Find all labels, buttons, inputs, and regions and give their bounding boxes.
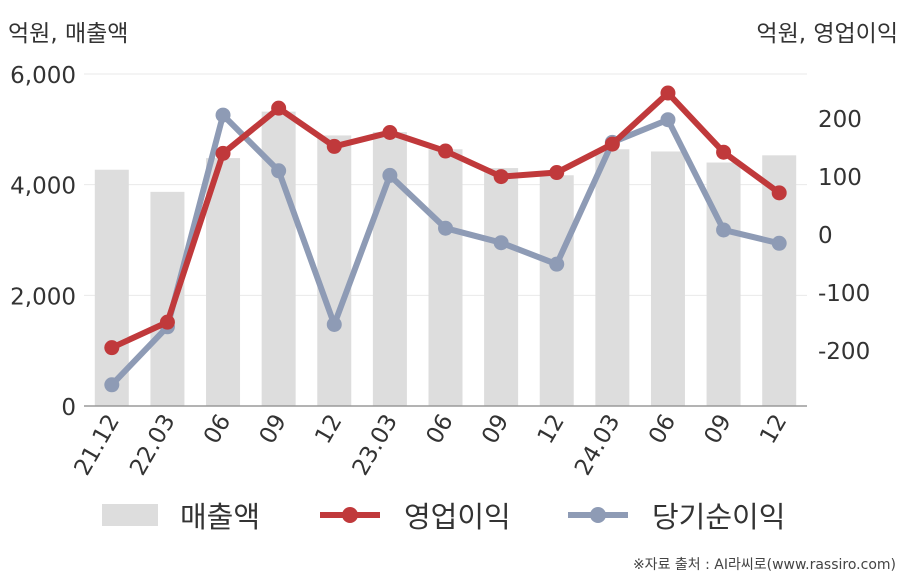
- bar: [150, 191, 185, 406]
- right-axis-ticks: -200 -100 0 100 200: [818, 107, 870, 365]
- x-tick-label: 12: [755, 410, 792, 448]
- series-point: [549, 256, 565, 272]
- series-point: [771, 185, 787, 201]
- legend-swatch-line-red: [320, 507, 380, 523]
- x-tick-label: 22.03: [125, 410, 180, 480]
- series-point: [493, 235, 509, 251]
- x-tick-label: 23.03: [348, 410, 403, 480]
- right-tick-label: 200: [818, 107, 862, 133]
- legend-label-operating-profit: 영업이익: [404, 500, 511, 534]
- x-tick-label: 09: [700, 410, 737, 448]
- series-point: [215, 107, 231, 123]
- series-point: [104, 377, 120, 393]
- series-point: [326, 138, 342, 154]
- x-tick-label: 09: [255, 410, 292, 448]
- legend-item-operating-profit: 영업이익: [318, 494, 511, 536]
- series-point: [771, 235, 787, 251]
- series-point: [382, 125, 398, 140]
- legend-swatch-line-blue: [568, 507, 628, 523]
- bar: [94, 169, 129, 406]
- right-tick-label: -100: [818, 281, 870, 307]
- series-point: [660, 112, 676, 128]
- series-point: [438, 220, 453, 236]
- legend-swatch-bar: [102, 504, 158, 526]
- series-point: [326, 316, 342, 332]
- legend-item-net-income: 당기순이익: [566, 494, 785, 536]
- revenue-bars: [94, 111, 797, 407]
- left-tick-label: 6,000: [10, 63, 76, 89]
- x-tick-label: 21.12: [70, 410, 125, 480]
- series-point: [382, 167, 398, 183]
- source-note: ※자료 출처 : AI라씨로(www.rassiro.com): [632, 557, 896, 573]
- series-point: [271, 163, 287, 179]
- series-point: [604, 136, 620, 152]
- series-point: [716, 222, 732, 238]
- legend-item-revenue: 매출액: [102, 494, 260, 536]
- series-point: [271, 100, 287, 116]
- series-point: [716, 144, 732, 160]
- right-tick-label: 100: [818, 165, 862, 191]
- x-axis-ticks: 21.12 22.03 06 09 12 23.03 06 09 12 24.03 06 09 12: [70, 410, 793, 480]
- legend-label-net-income: 당기순이익: [652, 500, 786, 534]
- left-tick-label: 2,000: [10, 284, 76, 310]
- series-point: [215, 145, 231, 161]
- series-point: [549, 165, 565, 181]
- bar: [206, 158, 241, 406]
- series-point: [660, 85, 676, 101]
- bar: [317, 135, 352, 407]
- bar: [706, 162, 741, 406]
- x-tick-label: 24.03: [570, 410, 625, 480]
- series-point: [159, 314, 175, 330]
- left-axis-title: 억원, 매출액: [8, 21, 129, 47]
- x-tick-label: 12: [310, 410, 347, 448]
- bar: [428, 149, 463, 406]
- series-point: [104, 340, 120, 356]
- right-axis-title: 억원, 영업이익: [756, 21, 898, 47]
- series-point: [438, 143, 453, 159]
- x-tick-label: 06: [644, 410, 681, 448]
- bar: [650, 151, 685, 406]
- left-tick-label: 4,000: [10, 174, 76, 200]
- bar: [539, 175, 574, 406]
- right-tick-label: -200: [818, 339, 870, 365]
- x-tick-label: 09: [477, 410, 514, 448]
- combo-chart: 0 2,000 4,000 6,000 -200 -100 0 100 200 21.12 22…: [10, 63, 870, 480]
- x-tick-label: 12: [533, 410, 570, 448]
- legend-label-revenue: 매출액: [180, 500, 261, 534]
- profit-lines: [104, 85, 787, 393]
- left-axis-ticks: 0 2,000 4,000 6,000: [10, 63, 76, 421]
- x-tick-label: 06: [199, 410, 236, 448]
- x-tick-label: 06: [422, 410, 459, 448]
- series-point: [493, 169, 509, 185]
- left-tick-label: 0: [61, 395, 76, 421]
- bar: [595, 149, 630, 406]
- bar: [484, 168, 519, 406]
- right-tick-label: 0: [818, 223, 833, 249]
